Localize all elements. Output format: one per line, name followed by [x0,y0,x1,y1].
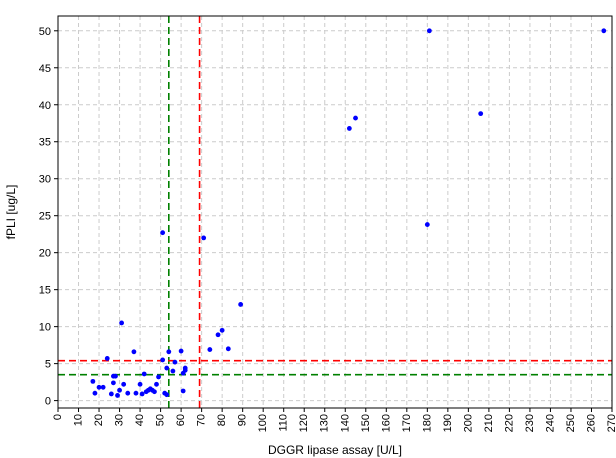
y-axis-ticks: 0 5 10 15 20 25 30 35 40 45 50 [39,26,58,408]
data-point [164,365,170,371]
y-tick-label: 5 [45,359,51,371]
x-tick-label: 110 [278,414,290,432]
x-tick-label: 140 [339,414,351,432]
data-point [111,380,116,386]
data-point [225,346,231,352]
data-point [601,28,607,34]
data-point [172,359,178,365]
x-tick-label: 160 [380,414,392,432]
reference-lines [58,16,612,408]
data-point [207,347,213,352]
x-tick-label: 10 [73,414,85,426]
x-tick-label: 80 [216,414,228,426]
data-point [104,356,110,361]
x-tick-label: 0 [52,414,64,420]
y-tick-label: 0 [45,396,51,408]
data-point [478,111,484,117]
grid [57,16,613,408]
data-point [152,389,157,395]
data-point [96,384,102,390]
y-tick-label: 40 [39,100,51,112]
data-point [426,28,432,34]
x-tick-label: 260 [585,414,597,432]
data-points [90,28,607,398]
x-tick-label: 20 [93,414,105,426]
data-point [139,391,145,397]
data-point [424,222,430,227]
data-point [137,381,143,387]
data-point [115,393,120,398]
data-point [160,357,166,363]
y-tick-label: 35 [39,137,51,149]
x-tick-label: 250 [565,414,577,432]
data-point [119,320,125,326]
data-point [164,392,170,398]
x-tick-label: 190 [442,414,454,432]
x-tick-label: 90 [237,414,249,426]
x-tick-label: 270 [606,414,616,432]
x-tick-label: 210 [483,414,495,432]
y-tick-label: 25 [39,211,51,223]
x-tick-label: 100 [257,414,269,432]
x-tick-label: 130 [319,414,331,432]
y-tick-label: 10 [39,322,51,334]
data-point [141,371,147,377]
data-point [170,368,176,374]
data-point [180,388,186,394]
data-point [92,390,98,396]
data-point [100,384,106,390]
data-point [154,381,159,387]
data-point [353,115,358,121]
data-point [346,126,352,131]
data-point [160,230,166,236]
data-point [166,349,172,355]
x-tick-label: 220 [503,414,515,432]
data-point [108,391,114,397]
y-tick-label: 50 [39,26,51,38]
x-tick-label: 240 [544,414,556,432]
x-tick-label: 60 [175,414,187,426]
x-tick-label: 70 [196,414,208,426]
data-point [178,348,184,354]
data-point [113,373,118,379]
data-point [121,381,127,387]
y-axis-title: fPLI [ug/L] [4,185,18,240]
x-axis-title: DGGR lipase assay [U/L] [268,443,402,457]
x-tick-label: 120 [298,414,310,432]
data-point [219,327,225,333]
x-tick-label: 200 [462,414,474,432]
data-point [156,374,161,380]
data-point [182,365,188,371]
data-point [133,390,139,396]
data-point [90,378,96,384]
data-point [201,235,207,241]
x-axis-ticks: 0 10 20 30 40 50 60 70 80 90 100 110 120 130 140 150 160… [52,408,616,432]
data-point [131,349,137,355]
plot-frame [57,15,613,409]
x-tick-label: 50 [155,414,167,426]
y-tick-label: 45 [39,63,51,75]
data-point [117,387,122,393]
data-point [215,332,221,338]
y-tick-label: 15 [39,285,51,297]
x-tick-label: 40 [134,414,146,426]
data-point [125,390,131,396]
x-tick-label: 30 [114,414,126,426]
x-tick-label: 180 [421,414,433,432]
data-point [238,302,244,307]
x-tick-label: 170 [401,414,413,432]
x-tick-label: 150 [360,414,372,432]
y-tick-label: 30 [39,174,51,186]
y-tick-label: 20 [39,248,51,260]
x-tick-label: 230 [524,414,536,432]
